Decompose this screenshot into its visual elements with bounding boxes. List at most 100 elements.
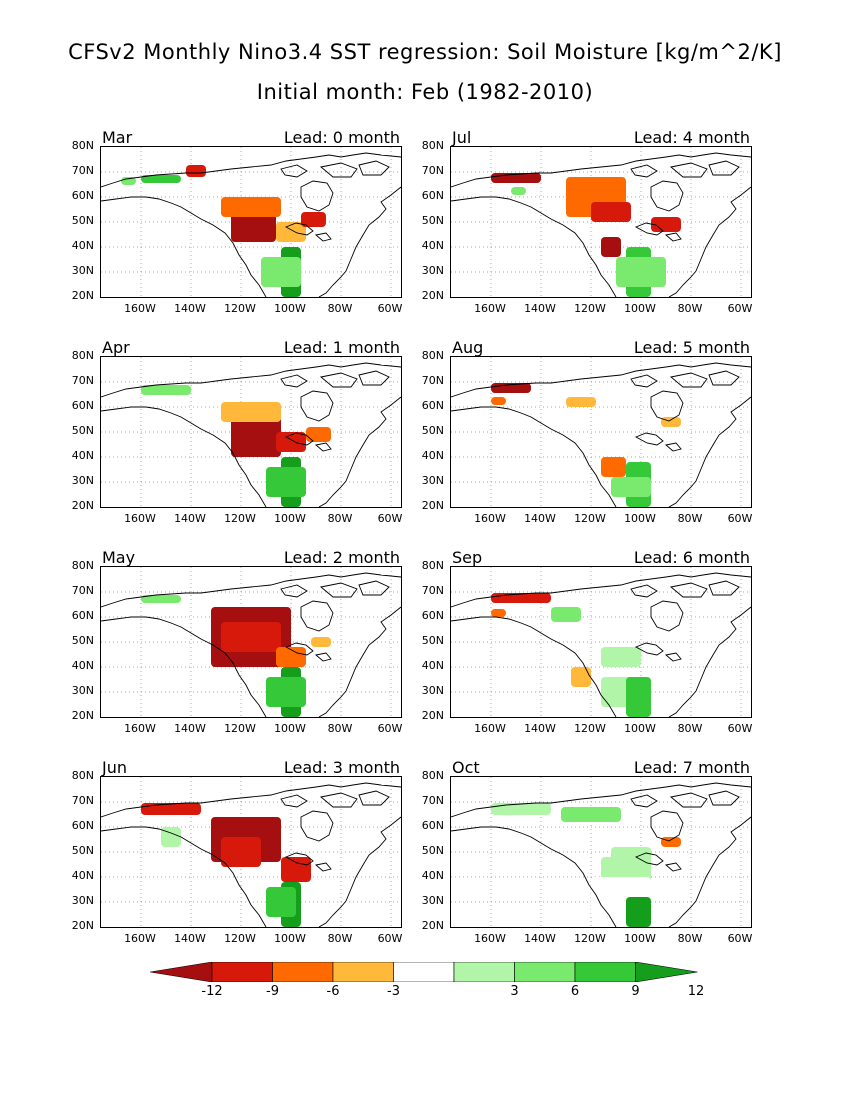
coastline [630, 370, 740, 388]
lat-tick-label: 30N [421, 264, 444, 277]
lon-tick-label: 120W [574, 722, 606, 735]
coastline [634, 642, 682, 662]
lat-tick-label: 70N [421, 164, 444, 177]
lon-tick-label: 120W [224, 932, 256, 945]
shaded-region [276, 222, 306, 242]
shaded-region [281, 857, 311, 882]
panel-month-label: Apr [102, 338, 130, 357]
map-panel-oct: Oct Lead: 7 month 80N 70N 60N 50N 40N 30N 20N 160… [422, 758, 790, 948]
lon-tick-label: 100W [624, 932, 656, 945]
lat-tick-label: 50N [71, 214, 94, 227]
shaded-region [611, 477, 651, 497]
shaded-region [491, 593, 551, 603]
shaded-region [141, 175, 181, 183]
lon-tick-label: 140W [524, 512, 556, 525]
coastline [634, 432, 682, 452]
shaded-region [491, 609, 506, 617]
shaded-region [301, 212, 326, 227]
coastline [300, 180, 334, 212]
lon-tick-label: 120W [574, 302, 606, 315]
lat-tick-label: 20N [71, 709, 94, 722]
colorbar-segment [332, 962, 394, 982]
lat-tick-label: 70N [421, 584, 444, 597]
lon-tick-label: 80W [677, 302, 703, 315]
map-plot [101, 147, 401, 297]
shaded-region [611, 847, 651, 867]
lon-tick-label: 120W [574, 932, 606, 945]
shaded-region [221, 402, 281, 422]
shaded-region [601, 647, 641, 667]
panel-month-label: Mar [102, 128, 133, 147]
shaded-region [261, 257, 301, 287]
lat-tick-label: 80N [421, 769, 444, 782]
lat-tick-label: 30N [421, 684, 444, 697]
lon-tick-label: 160W [474, 302, 506, 315]
lon-tick-label: 100W [274, 932, 306, 945]
lat-tick-label: 40N [421, 449, 444, 462]
lat-tick-label: 20N [71, 289, 94, 302]
map-frame [100, 776, 402, 928]
lon-tick-label: 140W [174, 302, 206, 315]
lat-tick-label: 20N [71, 919, 94, 932]
lon-tick-label: 100W [624, 512, 656, 525]
shaded-region [266, 677, 306, 707]
lat-tick-label: 40N [421, 659, 444, 672]
lat-tick-label: 70N [421, 794, 444, 807]
shaded-region [571, 667, 591, 687]
coastline [101, 572, 401, 717]
lat-tick-label: 50N [71, 424, 94, 437]
coastline [280, 370, 390, 388]
coastline [630, 160, 740, 178]
colorbar-segment [574, 962, 636, 982]
lon-tick-label: 60W [727, 722, 753, 735]
map-plot [451, 357, 751, 507]
lat-tick-label: 20N [421, 709, 444, 722]
coastline [634, 222, 682, 242]
coastline [280, 790, 390, 808]
shaded-region [221, 837, 261, 867]
lat-tick-label: 40N [71, 239, 94, 252]
colorbar-label: 3 [510, 984, 519, 999]
shaded-region [161, 827, 181, 847]
lat-tick-label: 40N [421, 239, 444, 252]
map-plot [101, 567, 401, 717]
shaded-region [266, 887, 296, 917]
lon-tick-label: 100W [624, 302, 656, 315]
lon-tick-label: 80W [327, 302, 353, 315]
lon-tick-label: 120W [224, 512, 256, 525]
coastline [280, 160, 390, 178]
coastline [451, 572, 751, 717]
lat-tick-label: 40N [71, 659, 94, 672]
shaded-region [661, 417, 681, 427]
lon-tick-label: 140W [524, 302, 556, 315]
colorbar-label: 12 [687, 984, 705, 999]
coastline [451, 362, 751, 507]
map-frame [450, 566, 752, 718]
coastline [284, 432, 332, 452]
coastline [634, 852, 682, 872]
lat-tick-label: 80N [71, 349, 94, 362]
lat-tick-label: 80N [71, 139, 94, 152]
colorbar-segment [393, 962, 455, 982]
coastline [630, 580, 740, 598]
lat-tick-label: 50N [421, 844, 444, 857]
lon-tick-label: 160W [124, 512, 156, 525]
lon-tick-label: 140W [174, 722, 206, 735]
lon-tick-label: 80W [327, 512, 353, 525]
map-plot [101, 357, 401, 507]
shaded-region [561, 807, 621, 822]
colorbar-segment [211, 962, 273, 982]
coastline [101, 362, 401, 507]
lat-tick-label: 60N [71, 399, 94, 412]
lat-tick-label: 80N [421, 139, 444, 152]
lon-tick-label: 80W [677, 512, 703, 525]
shaded-region [221, 197, 281, 217]
panel-lead-label: Lead: 5 month [633, 338, 750, 357]
shaded-region [141, 595, 181, 603]
lat-tick-label: 30N [71, 474, 94, 487]
lon-tick-label: 100W [624, 722, 656, 735]
panel-month-label: May [102, 548, 136, 567]
lon-tick-label: 140W [174, 512, 206, 525]
lon-tick-label: 160W [474, 722, 506, 735]
lat-tick-label: 30N [421, 894, 444, 907]
